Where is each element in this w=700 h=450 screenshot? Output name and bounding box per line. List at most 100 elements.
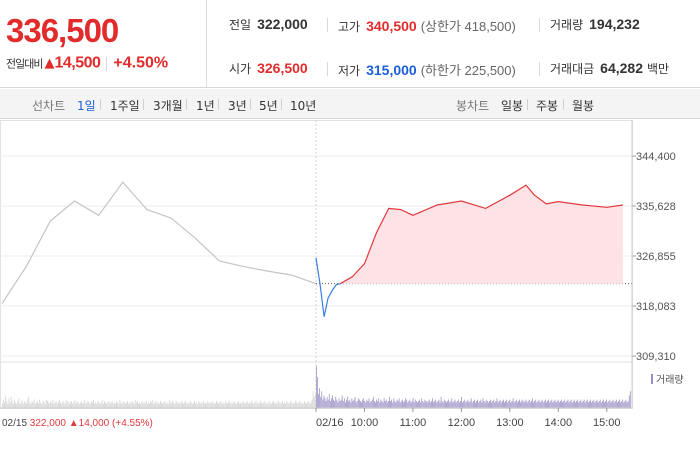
volume-bar	[600, 402, 602, 408]
volume-bar	[79, 402, 81, 408]
volume-bar	[23, 401, 25, 408]
volume-bar	[598, 401, 600, 408]
volume-bar	[472, 401, 474, 408]
tab-10y[interactable]: 10년	[290, 99, 317, 113]
volume-bar	[111, 401, 113, 408]
volume-bar	[623, 402, 625, 408]
volume-bar	[148, 402, 149, 408]
volume-bar	[152, 399, 154, 408]
volume-bar	[479, 401, 481, 408]
volume-bar	[341, 395, 343, 408]
volume-bar	[276, 403, 278, 408]
volume-bar	[453, 401, 455, 408]
volume-bar	[424, 399, 426, 408]
volume-bar	[225, 402, 227, 408]
volume-bar	[59, 399, 60, 408]
volume-bar	[45, 399, 47, 408]
volume-bar	[342, 401, 344, 408]
volume-bar	[141, 401, 143, 408]
x-tick-label: 12:00	[448, 417, 476, 429]
volume-bar	[228, 402, 229, 408]
volume-bar	[100, 402, 102, 408]
volume-bar	[313, 396, 315, 408]
divider	[539, 62, 540, 76]
volume-bar	[322, 399, 324, 408]
volume-bar	[340, 399, 342, 408]
volume-bar	[182, 402, 183, 408]
volume-bar	[457, 399, 459, 408]
volume-bar	[506, 399, 508, 408]
volume-bar	[492, 401, 494, 408]
volume-bar	[618, 401, 619, 408]
volume-bar	[145, 401, 147, 408]
volume-bar	[84, 399, 86, 408]
volume-bar	[619, 399, 620, 408]
volume-bar	[403, 402, 404, 408]
volume-bar	[3, 399, 4, 408]
volume-label: 거래량	[550, 18, 584, 32]
volume-bar	[161, 402, 162, 408]
volume-bar	[496, 398, 498, 408]
volume-bar	[446, 402, 447, 408]
volume-bar	[298, 402, 300, 408]
volume-legend-label: 거래량	[656, 374, 684, 386]
volume-bar	[194, 401, 195, 408]
volume-bar	[382, 402, 384, 408]
volume-bar	[378, 398, 380, 408]
tab-weekly[interactable]: 주봉	[536, 99, 559, 113]
volume-bar	[302, 403, 304, 408]
volume-bar	[40, 402, 42, 408]
amount-value: 64,282	[600, 60, 643, 76]
volume-bar	[436, 402, 438, 408]
volume-bar	[284, 402, 285, 408]
volume-bar	[36, 402, 37, 408]
volume-bar	[590, 399, 591, 408]
tab-1w[interactable]: 1주일	[110, 99, 140, 113]
volume-bar	[135, 402, 137, 408]
volume-bar	[521, 401, 523, 408]
volume-bar	[244, 403, 246, 408]
volume-bar	[61, 403, 63, 408]
volume-bar	[311, 399, 313, 408]
divider	[186, 99, 187, 110]
prev-close-stat: 전일 322,000	[229, 16, 308, 33]
volume-bar	[173, 402, 175, 408]
volume-bar	[7, 403, 9, 408]
volume-bar	[384, 401, 386, 408]
volume-bar	[108, 401, 110, 408]
volume-bar	[369, 402, 371, 408]
volume-bar	[601, 401, 603, 408]
volume-bar	[507, 402, 509, 408]
volume-bar	[583, 399, 585, 408]
volume-bar	[186, 403, 188, 408]
volume-bar	[498, 401, 500, 408]
volume-bar	[454, 399, 456, 408]
volume-bar	[157, 402, 159, 408]
tab-daily[interactable]: 일봉	[501, 99, 524, 113]
volume-bar	[37, 401, 38, 408]
tab-1y[interactable]: 1년	[196, 99, 215, 113]
tab-3y[interactable]: 3년	[228, 99, 247, 113]
tab-5y[interactable]: 5년	[259, 99, 278, 113]
volume-bar	[467, 399, 469, 408]
volume-bar	[431, 401, 432, 408]
volume-bar	[452, 402, 454, 408]
volume-bar	[303, 401, 305, 408]
tab-3m[interactable]: 3개월	[153, 99, 183, 113]
volume-bar	[165, 403, 167, 408]
volume-bar	[320, 396, 322, 408]
volume-bar	[280, 402, 282, 408]
volume-bar	[242, 401, 244, 408]
volume-bar	[462, 402, 463, 408]
volume-bar	[20, 402, 22, 408]
tab-1d[interactable]: 1일	[77, 99, 96, 113]
volume-bar	[95, 402, 97, 408]
volume-bar	[297, 403, 299, 408]
up-fill-area	[340, 185, 623, 284]
price-chart[interactable]: 344,400 335,628 326,855 318,083 309,310 거래량 10…	[0, 120, 700, 450]
volume-bar	[549, 402, 551, 408]
volume-bar	[216, 401, 217, 408]
tab-monthly[interactable]: 월봉	[572, 99, 595, 113]
volume-bar	[260, 401, 261, 408]
volume-bar	[110, 402, 112, 408]
